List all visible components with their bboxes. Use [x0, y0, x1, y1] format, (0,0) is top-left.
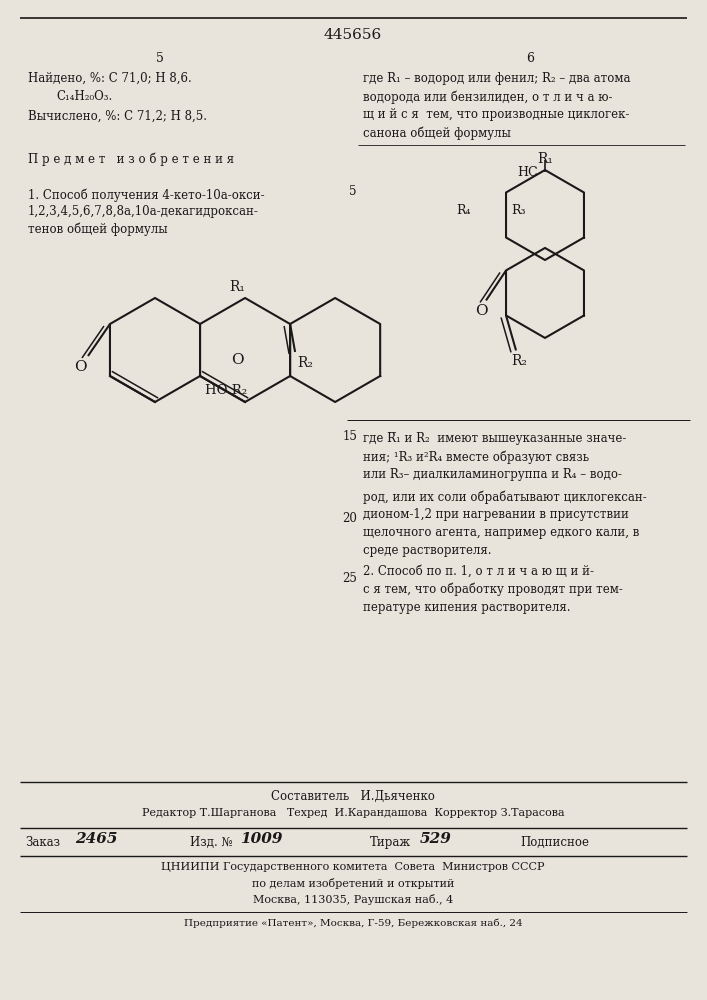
Text: род, или их соли обрабатывают циклогексан-: род, или их соли обрабатывают циклогекса…: [363, 490, 647, 504]
Text: Тираж: Тираж: [370, 836, 411, 849]
Text: П р е д м е т   и з о б р е т е н и я: П р е д м е т и з о б р е т е н и я: [28, 152, 234, 165]
Text: 2. Способ по п. 1, о т л и ч а ю щ и й-: 2. Способ по п. 1, о т л и ч а ю щ и й-: [363, 565, 594, 578]
Text: 20: 20: [342, 512, 357, 525]
Text: R₄: R₄: [457, 204, 471, 217]
Text: O: O: [74, 360, 86, 374]
Text: R₂: R₂: [297, 356, 313, 370]
Text: R₃: R₃: [511, 204, 525, 217]
Text: HO R₂: HO R₂: [205, 384, 247, 397]
Text: с я тем, что обработку проводят при тем-: с я тем, что обработку проводят при тем-: [363, 583, 623, 596]
Text: 15: 15: [342, 430, 357, 443]
Text: R₁: R₁: [229, 280, 245, 294]
Text: или R₃– диалкиламиногруппа и R₄ – водо-: или R₃– диалкиламиногруппа и R₄ – водо-: [363, 468, 622, 481]
Text: 1009: 1009: [240, 832, 283, 846]
Text: Вычислено, %: С 71,2; Н 8,5.: Вычислено, %: С 71,2; Н 8,5.: [28, 110, 207, 123]
Text: щ и й с я  тем, что производные циклогек-: щ и й с я тем, что производные циклогек-: [363, 108, 629, 121]
Text: 1,2,3,4,5,6,7,8,8а,10а-декагидроксан-: 1,2,3,4,5,6,7,8,8а,10а-декагидроксан-: [28, 205, 259, 218]
Text: где R₁ – водород или фенил; R₂ – два атома: где R₁ – водород или фенил; R₂ – два ато…: [363, 72, 631, 85]
Text: тенов общей формулы: тенов общей формулы: [28, 222, 168, 235]
Text: щелочного агента, например едкого кали, в: щелочного агента, например едкого кали, …: [363, 526, 639, 539]
Text: 529: 529: [420, 832, 452, 846]
Text: среде растворителя.: среде растворителя.: [363, 544, 491, 557]
Text: 5: 5: [156, 52, 164, 65]
Text: R₁: R₁: [537, 152, 553, 166]
Text: Предприятие «Патент», Москва, Г-59, Бережковская наб., 24: Предприятие «Патент», Москва, Г-59, Бере…: [184, 918, 522, 928]
Text: Составитель   И.Дьяченко: Составитель И.Дьяченко: [271, 790, 435, 803]
Text: O: O: [474, 304, 487, 318]
Text: по делам изобретений и открытий: по делам изобретений и открытий: [252, 878, 454, 889]
Text: дионом-1,2 при нагревании в присутствии: дионом-1,2 при нагревании в присутствии: [363, 508, 629, 521]
Text: R₂: R₂: [511, 354, 527, 368]
Text: Москва, 113035, Раушская наб., 4: Москва, 113035, Раушская наб., 4: [253, 894, 453, 905]
Text: ния; ¹R₃ и²R₄ вместе образуют связь: ния; ¹R₃ и²R₄ вместе образуют связь: [363, 450, 589, 464]
Text: Заказ: Заказ: [25, 836, 60, 849]
Text: 445656: 445656: [324, 28, 382, 42]
Text: Найдено, %: С 71,0; Н 8,6.: Найдено, %: С 71,0; Н 8,6.: [28, 72, 192, 85]
Text: Редактор Т.Шарганова   Техред  И.Карандашова  Корректор З.Тарасова: Редактор Т.Шарганова Техред И.Карандашов…: [141, 808, 564, 818]
Text: Изд. №: Изд. №: [190, 836, 233, 849]
Text: O: O: [230, 353, 243, 367]
Text: 2465: 2465: [75, 832, 117, 846]
Text: 25: 25: [342, 572, 357, 585]
Text: Подписное: Подписное: [520, 836, 589, 849]
Text: C₁₄H₂₀O₃.: C₁₄H₂₀O₃.: [56, 90, 112, 103]
Text: HC: HC: [517, 165, 537, 178]
Text: 5: 5: [349, 185, 357, 198]
Text: где R̅₁ и R₂  имеют вышеуказанные значе-: где R̅₁ и R₂ имеют вышеуказанные значе-: [363, 432, 626, 445]
Text: ЦНИИПИ Государственного комитета  Совета  Министров СССР: ЦНИИПИ Государственного комитета Совета …: [161, 862, 545, 872]
Text: санона общей формулы: санона общей формулы: [363, 126, 511, 139]
Text: пературе кипения растворителя.: пературе кипения растворителя.: [363, 601, 571, 614]
Text: 1. Способ получения 4-кето-10а-окси-: 1. Способ получения 4-кето-10а-окси-: [28, 188, 264, 202]
Text: 6: 6: [526, 52, 534, 65]
Text: водорода или бензилиден, о т л и ч а ю-: водорода или бензилиден, о т л и ч а ю-: [363, 90, 612, 104]
